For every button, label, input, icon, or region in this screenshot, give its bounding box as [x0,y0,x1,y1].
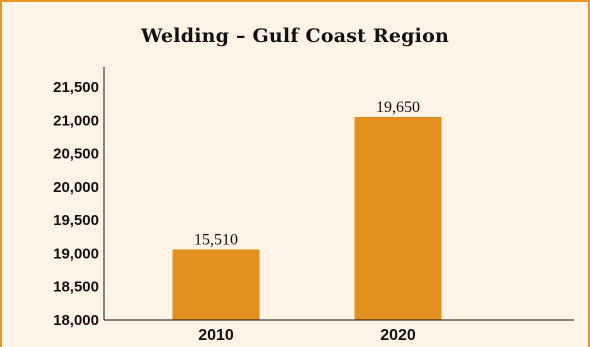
y-axis-ticks: 18,000 18,500 19,000 19,500 20,000 20,500 21,0… [53,79,99,329]
data-label-2010: 15,510 [194,231,238,248]
bar-2010 [172,249,260,320]
y-tick-label: 19,500 [53,212,99,229]
x-tick-label-2020: 2020 [380,327,416,344]
y-tick-label: 19,000 [53,245,99,262]
bars [172,116,442,320]
y-tick-label: 21,000 [53,112,99,129]
y-tick-label: 21,500 [53,79,99,96]
data-label-2020: 19,650 [376,99,420,116]
bar-2020 [354,116,442,320]
y-tick-label: 18,500 [53,279,99,296]
y-tick-label: 18,000 [53,312,99,329]
x-axis-ticks: 2010 2020 [198,327,416,344]
y-tick-label: 20,500 [53,146,99,163]
chart-title: Welding – Gulf Coast Region [141,25,449,47]
y-tick-label: 20,000 [53,179,99,196]
data-labels: 15,510 19,650 [194,99,420,248]
x-tick-label-2010: 2010 [198,327,234,344]
